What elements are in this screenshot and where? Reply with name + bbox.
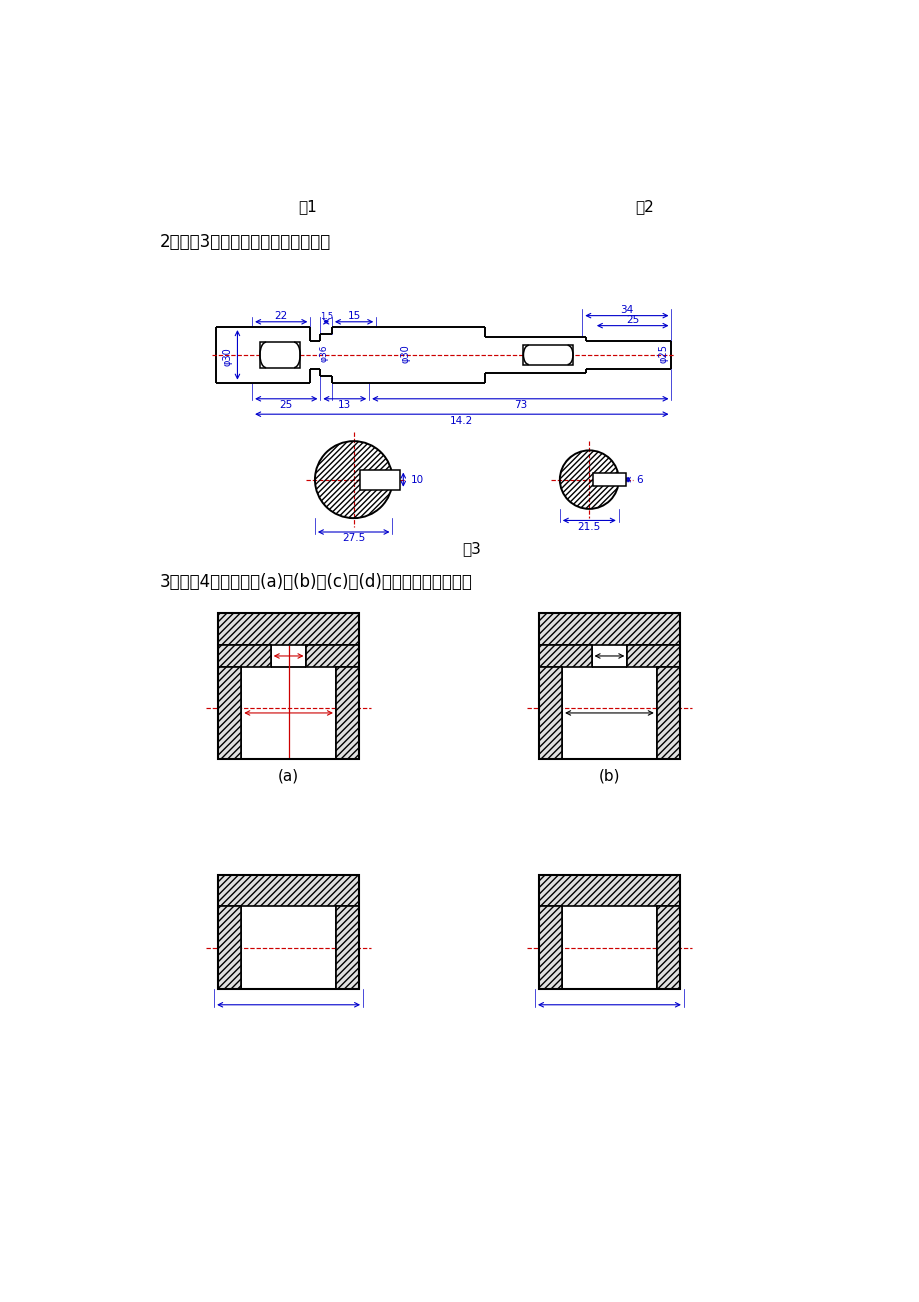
- Text: 2．如图3所示，试标出其尺寸基准。: 2．如图3所示，试标出其尺寸基准。: [160, 233, 331, 251]
- Text: 25: 25: [626, 315, 639, 326]
- Bar: [539, 906, 562, 990]
- Text: 3．如图4所示，判断(a)和(b)、(c)和(d)对错，并说明理由。: 3．如图4所示，判断(a)和(b)、(c)和(d)对错，并说明理由。: [160, 573, 472, 591]
- Bar: [306, 646, 358, 667]
- Bar: [359, 470, 400, 490]
- Bar: [539, 646, 591, 667]
- Text: 图1: 图1: [298, 199, 316, 214]
- Bar: [656, 667, 679, 759]
- Text: 10: 10: [411, 475, 424, 484]
- Bar: [627, 646, 679, 667]
- Bar: [335, 906, 358, 990]
- Text: φ30: φ30: [400, 344, 410, 363]
- Bar: [656, 906, 679, 990]
- Text: 34: 34: [619, 305, 633, 315]
- Bar: [539, 875, 679, 906]
- Bar: [593, 474, 625, 486]
- Bar: [218, 613, 358, 759]
- Bar: [335, 667, 358, 759]
- Bar: [539, 613, 679, 759]
- Bar: [523, 345, 573, 365]
- Text: φ28: φ28: [533, 344, 543, 363]
- Text: 21.5: 21.5: [577, 522, 600, 531]
- Bar: [539, 875, 679, 990]
- Bar: [218, 906, 241, 990]
- Text: φ25: φ25: [658, 344, 668, 363]
- Text: 图3: 图3: [461, 542, 481, 556]
- Text: 13: 13: [338, 400, 351, 410]
- Bar: [218, 667, 241, 759]
- Bar: [260, 342, 300, 367]
- Text: 1.5: 1.5: [319, 312, 333, 320]
- Bar: [218, 613, 358, 646]
- Text: (a): (a): [278, 768, 299, 784]
- Text: 27.5: 27.5: [342, 533, 365, 543]
- Bar: [539, 667, 562, 759]
- Text: 14.2: 14.2: [449, 417, 473, 426]
- Bar: [218, 875, 358, 990]
- Text: 15: 15: [347, 311, 360, 322]
- Bar: [218, 875, 358, 906]
- Text: 图2: 图2: [634, 199, 653, 214]
- Text: 22: 22: [274, 311, 288, 322]
- Text: 25: 25: [279, 400, 292, 410]
- Bar: [539, 613, 679, 646]
- Text: 6: 6: [635, 475, 641, 484]
- Bar: [218, 646, 270, 667]
- Text: φ36: φ36: [320, 345, 328, 362]
- Text: φ30: φ30: [222, 348, 233, 366]
- Text: φ22: φ22: [268, 344, 278, 363]
- Text: 73: 73: [513, 400, 527, 410]
- Text: (b): (b): [598, 768, 619, 784]
